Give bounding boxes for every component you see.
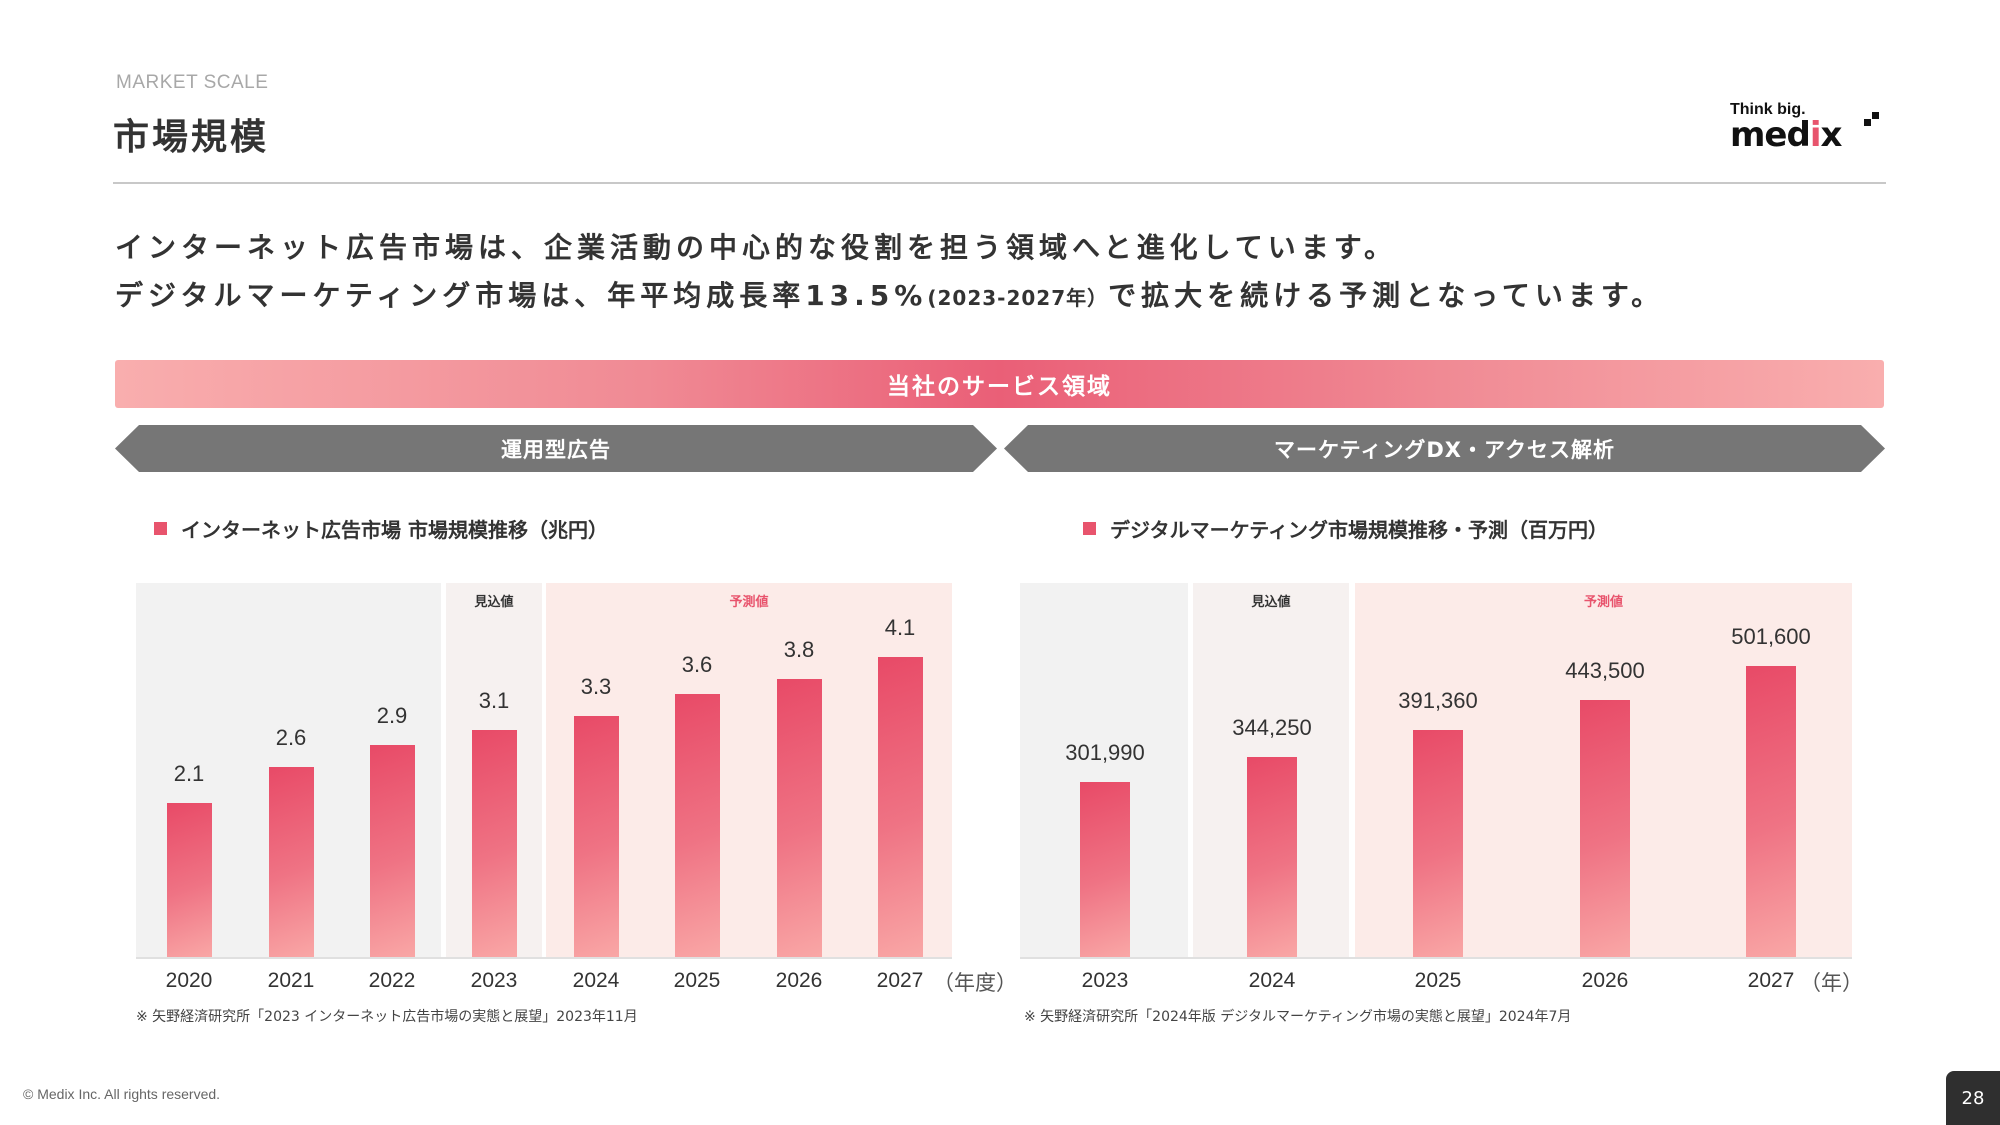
lead-line-2: デジタルマーケティング市場は、年平均成長率13.5%(2023-2027年）で拡… — [115, 274, 1664, 314]
x-tick-2022: 2022 — [368, 969, 416, 992]
bar-2020 — [166, 803, 212, 957]
bar-2023 — [1080, 781, 1130, 957]
svg-text:medix: medix — [1730, 115, 1842, 153]
bar-2026 — [1580, 699, 1630, 957]
page-number: 28 — [1946, 1071, 2000, 1125]
x-tick-2024: 2024 — [572, 969, 620, 992]
forecast-label: 予測値 — [1583, 595, 1623, 610]
value-label-2025: 391,360 — [1398, 687, 1478, 713]
ad-ops-arrow: 運用型広告 — [115, 425, 997, 472]
value-label-2024: 3.3 — [580, 673, 612, 699]
chart2-title: デジタルマーケティング市場規模推移・予測（百万円） — [1110, 518, 1608, 542]
medix-logo: Think big. medix — [1730, 98, 1890, 155]
lead-period: (2023-2027年） — [927, 286, 1109, 310]
forecast-label: 予測値 — [729, 595, 769, 610]
x-tick-2025: 2025 — [1414, 969, 1462, 992]
x-tick-2027: 2027 — [876, 969, 924, 992]
page-title: 市場規模 — [113, 117, 270, 158]
chart1-source: ※ 矢野経済研究所「2023 インターネット広告市場の実態と展望」2023年11… — [136, 1009, 638, 1025]
bar-2025 — [674, 693, 720, 957]
bar-2021 — [268, 766, 314, 957]
bar-2024 — [1247, 757, 1297, 957]
chart1-title: インターネット広告市場 市場規模推移（兆円） — [181, 518, 608, 542]
estimate-label: 見込値 — [474, 595, 514, 610]
x-tick-2023: 2023 — [1081, 969, 1129, 992]
section-kicker: MARKET SCALE — [116, 72, 269, 93]
bar-2026 — [776, 678, 822, 957]
value-label-2026: 3.8 — [783, 636, 815, 662]
bar-2022 — [369, 744, 415, 957]
bar-2024 — [573, 715, 619, 957]
lead-line-2a: デジタルマーケティング市場は、年平均成長率13.5% — [115, 279, 928, 312]
x-tick-2024: 2024 — [1248, 969, 1296, 992]
value-label-2027: 501,600 — [1731, 624, 1811, 649]
value-label-2021: 2.6 — [275, 724, 307, 750]
marketing-dx-arrow: マーケティングDX・アクセス解析 — [1004, 425, 1885, 472]
x-unit-label: （年度） — [933, 971, 1017, 995]
x-tick-2025: 2025 — [673, 969, 721, 992]
value-label-2027: 4.1 — [884, 615, 916, 640]
header-divider — [113, 182, 1886, 184]
x-tick-2027: 2027 — [1747, 969, 1795, 992]
lead-line-2c: で拡大を続ける予測となっています。 — [1108, 279, 1665, 312]
value-label-2024: 344,250 — [1232, 715, 1312, 741]
bar-2025 — [1413, 729, 1463, 957]
chart2-source: ※ 矢野経済研究所「2024年版 デジタルマーケティング市場の実態と展望」202… — [1024, 1009, 1572, 1025]
bar-2023 — [471, 730, 517, 957]
x-axis-baseline — [1020, 957, 1852, 959]
value-label-2020: 2.1 — [173, 761, 205, 787]
svg-text:Think big.: Think big. — [1730, 101, 1806, 118]
value-label-2022: 2.9 — [376, 702, 408, 728]
x-axis-baseline — [136, 957, 952, 959]
bar-2027 — [877, 657, 923, 957]
x-tick-2021: 2021 — [267, 969, 315, 992]
chart1-legend: インターネット広告市場 市場規模推移（兆円） — [154, 514, 608, 543]
chart2-legend: デジタルマーケティング市場規模推移・予測（百万円） — [1083, 514, 1608, 543]
value-label-2025: 3.6 — [681, 651, 713, 677]
x-tick-2023: 2023 — [470, 969, 518, 992]
copyright: © Medix Inc. All rights reserved. — [23, 1086, 221, 1102]
x-tick-2020: 2020 — [165, 969, 213, 992]
lead-line-1: インターネット広告市場は、企業活動の中心的な役割を担う領域へと進化しています。 — [115, 231, 1397, 264]
x-tick-2026: 2026 — [775, 969, 823, 992]
legend-swatch — [154, 522, 167, 535]
x-tick-2026: 2026 — [1581, 969, 1629, 992]
value-label-2023: 301,990 — [1065, 739, 1145, 765]
value-label-2026: 443,500 — [1565, 657, 1645, 683]
estimate-label: 見込値 — [1251, 595, 1291, 610]
value-label-2023: 3.1 — [478, 688, 510, 714]
legend-swatch — [1083, 522, 1096, 535]
x-unit-label: （年） — [1800, 971, 1863, 995]
service-area-banner: 当社のサービス領域 — [115, 360, 1884, 408]
bar-2027 — [1746, 666, 1796, 957]
